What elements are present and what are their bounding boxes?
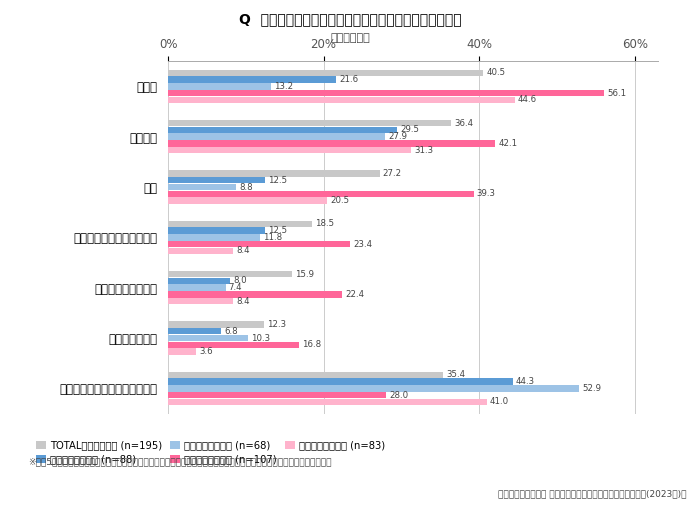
Text: 12.5: 12.5: [268, 176, 288, 185]
Text: 31.3: 31.3: [414, 146, 434, 155]
Text: 22.4: 22.4: [345, 290, 365, 299]
Text: 積水ハウス株式会社 住生活研究所「年末年始に関する調査　(2023年)」: 積水ハウス株式会社 住生活研究所「年末年始に関する調査 (2023年)」: [498, 489, 686, 498]
Bar: [168, 227, 265, 234]
Bar: [168, 96, 515, 103]
Bar: [168, 298, 233, 305]
Text: 8.4: 8.4: [237, 246, 250, 256]
Bar: [168, 170, 379, 177]
Bar: [168, 341, 299, 348]
Bar: [168, 385, 580, 391]
Text: 15.9: 15.9: [295, 270, 314, 279]
Text: 23.4: 23.4: [353, 239, 372, 248]
Bar: [168, 177, 265, 183]
Text: 27.9: 27.9: [388, 132, 407, 141]
Bar: [168, 190, 474, 197]
Bar: [168, 392, 386, 398]
Text: 29.5: 29.5: [400, 125, 419, 134]
Text: 39.3: 39.3: [477, 189, 496, 198]
Text: 13.2: 13.2: [274, 82, 293, 91]
Text: 40.5: 40.5: [486, 68, 505, 77]
Legend: TOTAL・自分の実家 (n=195), 男性・自分の実家 (n=88), 男性・義理の実家 (n=68), 女性・自分の実家 (n=107), 女性・義理の実: TOTAL・自分の実家 (n=195), 男性・自分の実家 (n=88), 男性…: [36, 440, 385, 464]
Text: 21.6: 21.6: [339, 75, 358, 84]
Text: 44.6: 44.6: [518, 95, 537, 105]
Bar: [168, 90, 604, 96]
Bar: [168, 221, 312, 227]
Text: 3.6: 3.6: [199, 347, 213, 356]
Bar: [168, 335, 248, 341]
Bar: [168, 133, 385, 140]
Bar: [168, 378, 512, 385]
Text: Q  年末年始に実家であなたが行う（または手伝う）家事: Q 年末年始に実家であなたが行う（または手伝う）家事: [239, 13, 461, 27]
Bar: [168, 372, 443, 378]
Text: ※過去5年以内の帰省で主に当てはまるものを回答。また、今年の年末年始に初めて帰省する場合はその予定について回答。: ※過去5年以内の帰省で主に当てはまるものを回答。また、今年の年末年始に初めて帰省…: [28, 457, 332, 466]
Text: 7.4: 7.4: [229, 283, 242, 292]
Bar: [168, 241, 350, 247]
Text: 41.0: 41.0: [490, 397, 509, 407]
Text: 12.5: 12.5: [268, 226, 288, 235]
Bar: [168, 140, 496, 146]
Bar: [168, 234, 260, 240]
Text: 8.4: 8.4: [237, 297, 250, 306]
Bar: [168, 127, 398, 133]
Text: 6.8: 6.8: [224, 327, 237, 336]
Text: 10.3: 10.3: [251, 333, 270, 342]
Text: 8.8: 8.8: [239, 182, 253, 191]
Bar: [168, 247, 233, 254]
Bar: [168, 76, 336, 83]
Bar: [168, 321, 264, 328]
Text: 20.5: 20.5: [330, 196, 350, 205]
Bar: [168, 83, 271, 89]
Text: 28.0: 28.0: [389, 390, 408, 399]
Text: 35.4: 35.4: [447, 370, 466, 379]
Bar: [168, 348, 196, 355]
Text: 52.9: 52.9: [582, 384, 601, 393]
Bar: [168, 147, 412, 154]
Bar: [168, 291, 342, 297]
Text: 44.3: 44.3: [516, 377, 535, 386]
Text: 56.1: 56.1: [608, 88, 626, 97]
Bar: [168, 278, 230, 284]
Bar: [168, 284, 225, 291]
Bar: [168, 197, 328, 204]
Text: 18.5: 18.5: [315, 219, 334, 228]
Text: 42.1: 42.1: [498, 139, 518, 148]
Text: （複数回答）: （複数回答）: [330, 33, 370, 43]
Bar: [168, 70, 483, 76]
Bar: [168, 398, 487, 405]
Bar: [168, 271, 292, 277]
Text: 12.3: 12.3: [267, 320, 286, 329]
Text: 11.8: 11.8: [263, 233, 282, 242]
Text: 16.8: 16.8: [302, 340, 321, 349]
Bar: [168, 120, 451, 126]
Bar: [168, 328, 221, 334]
Text: 8.0: 8.0: [233, 276, 247, 285]
Text: 36.4: 36.4: [454, 119, 473, 128]
Text: 27.2: 27.2: [383, 169, 402, 178]
Bar: [168, 184, 237, 190]
